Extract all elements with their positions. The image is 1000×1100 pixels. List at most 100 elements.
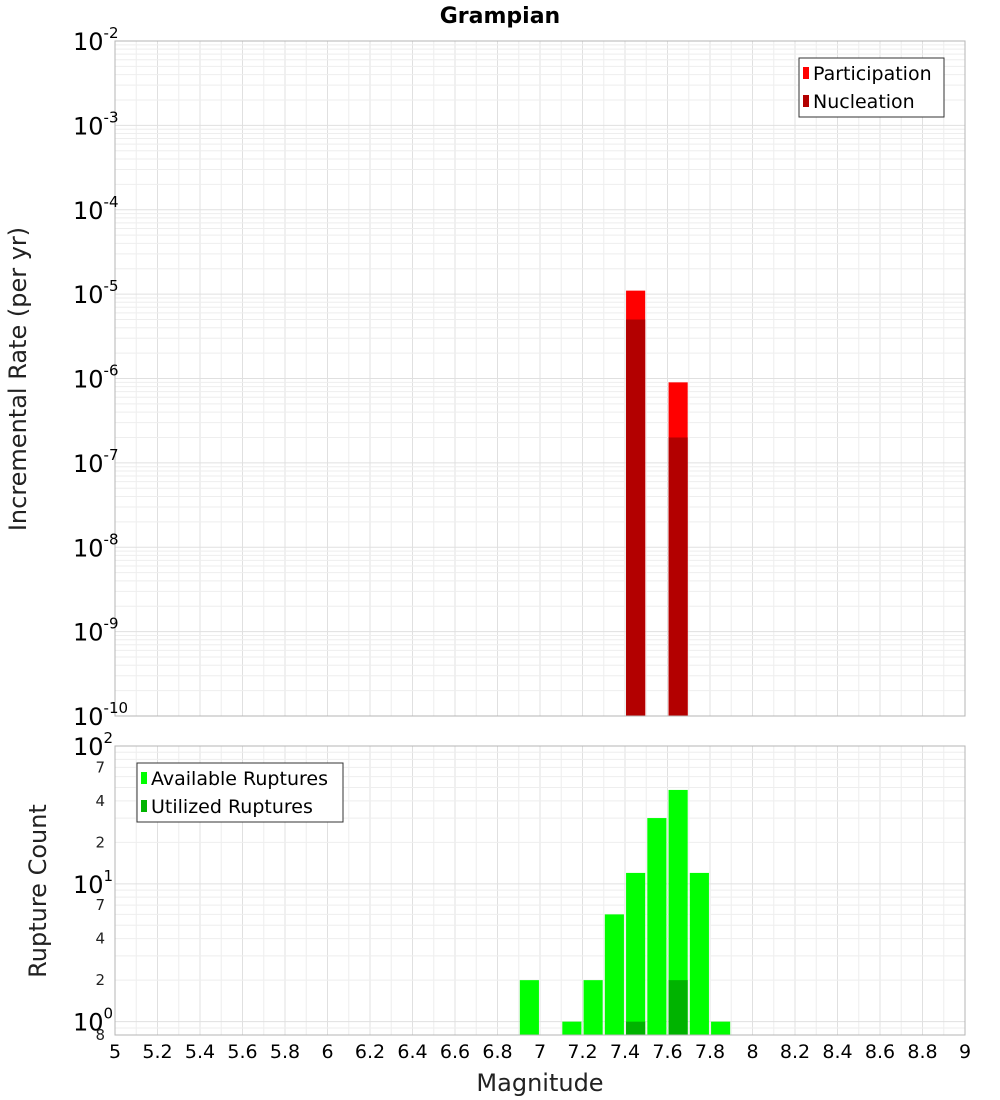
rate-y-tick-label: 10-4 — [73, 193, 119, 225]
count-y-minor-label: 4 — [95, 930, 105, 948]
x-tick-label: 7.4 — [610, 1041, 640, 1063]
rate-legend-label: Participation — [813, 63, 932, 85]
rate-y-tick-exponent: -10 — [104, 699, 129, 717]
rate-y-tick-label: 10-8 — [73, 530, 119, 562]
x-tick-label: 5 — [109, 1041, 121, 1063]
count-bar-available-ruptures — [668, 789, 688, 1035]
rate-y-tick-exponent: -9 — [104, 615, 119, 633]
count-bars — [519, 789, 731, 1035]
x-tick-label: 7.2 — [567, 1041, 597, 1063]
count-y-tick-label: 102 — [73, 729, 113, 761]
count-bar-available-ruptures — [626, 872, 646, 1035]
x-tick-label: 8.4 — [822, 1041, 852, 1063]
rate-legend-swatch — [803, 67, 809, 79]
x-tick-label: 6 — [321, 1041, 333, 1063]
count-y-tick-exponent: 2 — [104, 729, 114, 747]
x-tick-label: 8.6 — [865, 1041, 895, 1063]
rate-y-tick-exponent: -3 — [104, 108, 119, 126]
count-y-minor-label: 2 — [95, 971, 105, 989]
count-y-axis-label: Rupture Count — [24, 804, 52, 978]
x-tick-label: 5.2 — [142, 1041, 172, 1063]
rate-bar-nucleation — [626, 319, 646, 716]
rate-y-tick-label: 10-5 — [73, 277, 119, 309]
count-y-tick-base: 10 — [73, 733, 104, 761]
rate-y-tick-base: 10 — [73, 28, 104, 56]
rate-y-tick-base: 10 — [73, 366, 104, 394]
rate-y-tick-base: 10 — [73, 197, 104, 225]
x-tick-label: 8.2 — [780, 1041, 810, 1063]
count-y-minor-label: 2 — [95, 833, 105, 851]
rate-y-tick-label: 10-6 — [73, 362, 119, 394]
count-bar-available-ruptures — [647, 818, 667, 1035]
rate-y-tick-label: 10-3 — [73, 108, 119, 140]
count-legend-box — [136, 762, 344, 823]
count-y-minor-label: 7 — [95, 896, 105, 914]
rate-bars — [626, 290, 688, 716]
count-y-minor-label: 7 — [95, 758, 105, 776]
rate-y-tick-base: 10 — [73, 281, 104, 309]
count-y-minor-label: 8 — [95, 1026, 105, 1044]
rate-legend-box — [798, 57, 945, 118]
rate-y-tick-exponent: -6 — [104, 362, 119, 380]
count-bar-available-ruptures — [583, 980, 603, 1035]
rate-legend: Participation Nucleation — [798, 57, 945, 118]
rate-y-tick-label: 10-9 — [73, 615, 119, 647]
count-bar-available-ruptures — [519, 980, 539, 1035]
x-tick-label: 8.8 — [907, 1041, 937, 1063]
x-tick-label: 7.8 — [695, 1041, 725, 1063]
count-bar-utilized-ruptures — [626, 1021, 646, 1035]
x-tick-label: 6.8 — [482, 1041, 512, 1063]
count-y-minor-label: 4 — [95, 792, 105, 810]
count-bar-available-ruptures — [562, 1021, 582, 1035]
count-legend-swatch — [141, 800, 147, 812]
count-legend-swatch — [141, 772, 147, 784]
count-y-tick-label: 101 — [73, 867, 113, 899]
x-tick-label: 6.2 — [355, 1041, 385, 1063]
count-y-tick-exponent: 1 — [104, 867, 114, 885]
rate-y-axis-label: Incremental Rate (per yr) — [4, 227, 32, 531]
count-legend: Available Ruptures Utilized Ruptures — [136, 762, 344, 823]
rate-y-tick-label: 10-10 — [73, 699, 128, 731]
chart-title: Grampian — [440, 4, 560, 29]
count-y-tick-label: 100 — [73, 1005, 113, 1037]
rate-plot-frame — [114, 40, 966, 717]
rate-y-tick-base: 10 — [73, 112, 104, 140]
x-tick-label: 5.6 — [227, 1041, 257, 1063]
x-ticks: 5 5.2 5.4 5.6 5.8 6 6.2 6.4 6.6 6.8 7 7.2 7.4 7.6 7.8 8… — [109, 1041, 971, 1063]
x-tick-label: 9 — [959, 1041, 971, 1063]
x-tick-label: 5.8 — [270, 1041, 300, 1063]
x-tick-label: 7.6 — [652, 1041, 682, 1063]
rate-y-tick-label: 10-7 — [73, 446, 119, 478]
count-y-tick-exponent: 0 — [104, 1005, 114, 1023]
rate-y-tick-base: 10 — [73, 619, 104, 647]
x-axis-label: Magnitude — [476, 1069, 603, 1097]
rate-y-tick-exponent: -4 — [104, 193, 119, 211]
count-legend-label: Utilized Ruptures — [151, 796, 313, 818]
x-tick-label: 6.6 — [440, 1041, 470, 1063]
count-legend-label: Available Ruptures — [151, 768, 328, 790]
rate-bar-nucleation — [668, 437, 688, 716]
rate-y-tick-base: 10 — [73, 703, 104, 731]
x-tick-label: 8 — [746, 1041, 758, 1063]
count-bar-available-ruptures — [604, 914, 624, 1035]
count-bar-available-ruptures — [711, 1021, 731, 1035]
rate-legend-label: Nucleation — [813, 91, 915, 113]
rate-y-tick-exponent: -5 — [104, 277, 119, 295]
rate-y-tick-exponent: -7 — [104, 446, 119, 464]
rate-y-tick-label: 10-2 — [73, 24, 119, 56]
rate-grid — [114, 40, 966, 717]
count-y-tick-base: 10 — [73, 1009, 104, 1037]
count-y-tick-base: 10 — [73, 871, 104, 899]
rate-y-tick-base: 10 — [73, 534, 104, 562]
rate-y-tick-exponent: -8 — [104, 530, 119, 548]
rate-y-tick-base: 10 — [73, 450, 104, 478]
count-bar-available-ruptures — [689, 872, 709, 1035]
count-bar-utilized-ruptures — [668, 980, 688, 1035]
x-tick-label: 6.4 — [397, 1041, 427, 1063]
x-tick-label: 5.4 — [185, 1041, 215, 1063]
